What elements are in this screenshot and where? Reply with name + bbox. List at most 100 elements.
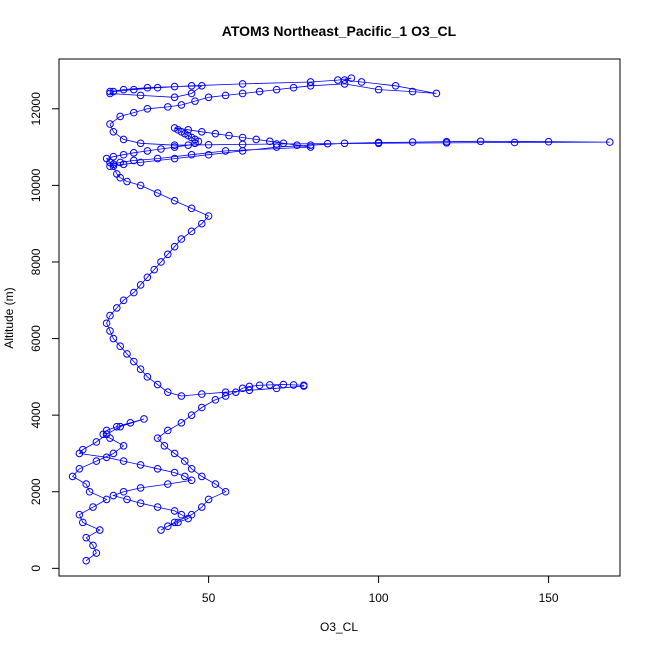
data-point <box>119 160 128 169</box>
data-point <box>106 311 114 320</box>
data-point <box>82 533 90 542</box>
chart-title: ATOM3 Northeast_Pacific_1 O3_CL <box>222 23 457 39</box>
data-point <box>432 89 441 98</box>
y-axis: 0 2000 4000 6000 8000 10000 12000 <box>29 92 60 572</box>
data-point <box>211 129 220 138</box>
data-point <box>225 131 233 140</box>
data-point <box>157 258 165 266</box>
data-point <box>272 384 281 393</box>
data-point <box>170 141 179 149</box>
data-point <box>211 396 220 404</box>
data-point <box>82 480 90 488</box>
data-point <box>143 373 152 381</box>
data-point <box>79 518 87 527</box>
data-point <box>306 141 315 149</box>
data-point <box>221 388 230 396</box>
data-point <box>184 126 192 134</box>
data-point <box>157 145 165 153</box>
data-point <box>102 430 111 439</box>
data-point <box>157 526 165 534</box>
data-point <box>119 457 128 465</box>
data-point <box>289 381 298 389</box>
data-point <box>170 507 179 515</box>
data-point <box>136 281 145 289</box>
data-point <box>106 162 114 171</box>
data-point <box>221 487 230 496</box>
data-point <box>191 97 199 105</box>
data-point <box>106 327 114 335</box>
data-point <box>238 384 247 393</box>
data-point <box>119 150 128 159</box>
data-point <box>232 388 240 396</box>
data-point <box>187 89 196 98</box>
data-point <box>187 150 196 159</box>
data-point <box>408 87 417 96</box>
data-point <box>184 141 192 149</box>
data-point <box>300 382 308 390</box>
data-point <box>606 138 614 146</box>
data-point <box>177 235 186 243</box>
data-point <box>347 74 356 82</box>
data-point <box>164 522 172 531</box>
data-point <box>187 227 196 236</box>
data-point <box>119 487 128 496</box>
data-point <box>170 449 179 458</box>
data-point <box>204 212 213 220</box>
data-point <box>238 89 247 98</box>
data-point <box>143 104 152 113</box>
data-point <box>164 388 172 396</box>
x-tick-label: 50 <box>202 591 216 605</box>
data-point <box>187 204 196 213</box>
data-point <box>123 177 131 186</box>
data-point <box>153 380 162 389</box>
data-point <box>143 273 152 282</box>
data-point <box>187 476 196 485</box>
series-layer <box>68 74 614 565</box>
data-point <box>442 139 451 147</box>
data-point <box>119 441 128 450</box>
data-point <box>89 503 97 511</box>
y-tick-label: 10000 <box>29 168 43 202</box>
data-point <box>109 491 118 500</box>
data-point <box>198 403 206 412</box>
y-tick-label: 12000 <box>29 92 43 126</box>
data-point <box>323 139 332 148</box>
data-point <box>177 510 186 519</box>
data-point <box>245 386 254 395</box>
data-point <box>92 438 101 446</box>
data-point <box>198 503 206 511</box>
data-point <box>221 147 230 155</box>
data-point <box>272 140 281 148</box>
data-point <box>252 135 261 144</box>
data-point <box>75 510 84 519</box>
data-point <box>221 91 230 100</box>
data-point <box>266 137 274 146</box>
data-point <box>238 140 247 149</box>
data-point <box>116 112 124 121</box>
data-point <box>255 381 264 390</box>
data-point <box>170 196 179 205</box>
data-point <box>109 334 118 343</box>
data-point <box>170 93 179 102</box>
data-point <box>391 82 400 90</box>
data-point <box>109 449 118 458</box>
data-point <box>130 357 138 366</box>
data-point <box>187 510 196 519</box>
data-point <box>96 526 104 534</box>
data-point <box>102 453 111 462</box>
data-point <box>476 137 485 146</box>
data-point <box>106 120 114 128</box>
data-point <box>198 472 206 481</box>
data-point <box>130 288 138 297</box>
data-point <box>170 468 179 477</box>
data-point <box>306 78 315 86</box>
data-point <box>75 449 84 458</box>
data-point <box>106 87 114 96</box>
data-point <box>187 411 196 419</box>
data-point <box>130 149 138 157</box>
data-point <box>119 296 128 305</box>
data-point <box>164 480 172 488</box>
data-point <box>116 342 124 351</box>
data-point <box>289 83 298 92</box>
data-point <box>204 93 213 102</box>
